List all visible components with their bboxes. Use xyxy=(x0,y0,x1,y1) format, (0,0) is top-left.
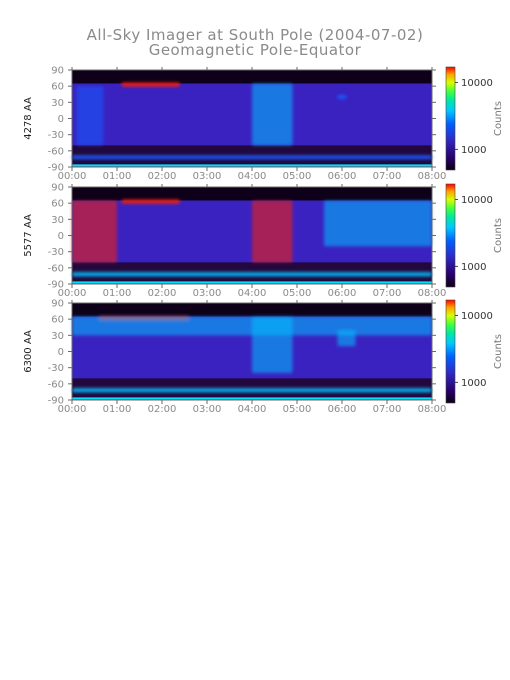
y-tick-label: -90 xyxy=(48,163,64,174)
x-tick-label: 05:00 xyxy=(283,171,312,182)
x-tick-label: 02:00 xyxy=(148,404,177,415)
colorbar-tick-label: 10000 xyxy=(461,311,493,322)
x-tick-label: 05:00 xyxy=(283,404,312,415)
colorbar-tick-label: 1000 xyxy=(461,378,486,389)
y-tick-label: -90 xyxy=(48,280,64,291)
y-tick-label: -30 xyxy=(48,247,64,258)
colorbar-tick-label: 10000 xyxy=(461,195,493,206)
x-tick-label: 07:00 xyxy=(373,288,402,299)
x-tick-label: 01:00 xyxy=(103,171,132,182)
colorbar: 10000 1000 Counts xyxy=(445,66,504,171)
panel-ylabel: 4278 AA xyxy=(23,97,34,140)
x-tick-label: 08:00 xyxy=(418,171,447,182)
feature-4 xyxy=(72,388,432,393)
y-tick-label: 0 xyxy=(58,347,64,358)
y-tick-label: 30 xyxy=(51,98,64,109)
feature-3 xyxy=(337,94,347,99)
x-tick-label: 01:00 xyxy=(103,404,132,415)
colorbar: 10000 1000 Counts xyxy=(445,183,504,288)
x-tick-label: 01:00 xyxy=(103,288,132,299)
colorbar-gradient xyxy=(445,299,456,404)
x-tick-label: 04:00 xyxy=(238,288,267,299)
colorbar-title: Counts xyxy=(493,101,504,136)
y-tick-label: 90 xyxy=(51,183,64,194)
chart-subtitle: Geomagnetic Pole-Equator xyxy=(148,41,362,59)
x-tick-label: 00:00 xyxy=(58,404,87,415)
y-tick-label: -60 xyxy=(48,146,64,157)
feature-2 xyxy=(252,200,293,263)
y-tick-label: 30 xyxy=(51,331,64,342)
feature-0 xyxy=(121,199,180,204)
x-tick-label: 03:00 xyxy=(193,171,222,182)
y-tick-label: -30 xyxy=(48,363,64,374)
y-tick-label: -90 xyxy=(48,396,64,407)
panel-ylabel: 6300 AA xyxy=(23,330,34,373)
panel-features xyxy=(72,199,432,277)
y-tick-label: 60 xyxy=(51,199,64,210)
panel-features xyxy=(72,316,432,393)
y-tick-label: -30 xyxy=(48,130,64,141)
feature-1 xyxy=(76,86,104,146)
feature-4 xyxy=(72,155,432,160)
x-tick-label: 08:00 xyxy=(418,404,447,415)
feature-3 xyxy=(337,329,356,347)
colorbar-gradient xyxy=(445,66,456,171)
colorbar-tick-label: 1000 xyxy=(461,145,486,156)
x-tick-label: 02:00 xyxy=(148,288,177,299)
feature-3 xyxy=(324,200,432,247)
y-tick-label: 60 xyxy=(51,82,64,93)
panel-ylabel: 5577 AA xyxy=(23,214,34,257)
x-tick-label: 07:00 xyxy=(373,171,402,182)
y-tick-label: 0 xyxy=(58,231,64,242)
y-tick-label: 60 xyxy=(51,315,64,326)
x-tick-label: 06:00 xyxy=(328,171,357,182)
x-tick-label: 00:00 xyxy=(58,288,87,299)
y-tick-label: -60 xyxy=(48,263,64,274)
feature-1 xyxy=(72,200,117,263)
x-tick-label: 04:00 xyxy=(238,404,267,415)
x-tick-label: 06:00 xyxy=(328,404,357,415)
feature-2 xyxy=(252,83,293,146)
x-tick-label: 07:00 xyxy=(373,404,402,415)
x-tick-label: 06:00 xyxy=(328,288,357,299)
y-tick-label: -60 xyxy=(48,379,64,390)
colorbar-title: Counts xyxy=(493,218,504,253)
panel-features xyxy=(72,82,432,160)
x-tick-label: 00:00 xyxy=(58,171,87,182)
colorbar-tick-label: 10000 xyxy=(461,78,493,89)
colorbar-gradient xyxy=(445,183,456,288)
y-tick-label: 90 xyxy=(51,66,64,77)
y-tick-label: 30 xyxy=(51,215,64,226)
y-tick-label: 0 xyxy=(58,114,64,125)
chart-title: All-Sky Imager at South Pole (2004-07-02… xyxy=(86,26,424,44)
x-tick-label: 05:00 xyxy=(283,288,312,299)
feature-4 xyxy=(72,272,432,277)
x-tick-label: 08:00 xyxy=(418,288,447,299)
x-tick-label: 02:00 xyxy=(148,171,177,182)
y-tick-label: 90 xyxy=(51,299,64,310)
feature-0 xyxy=(121,82,180,87)
x-tick-label: 03:00 xyxy=(193,404,222,415)
colorbar-tick-label: 1000 xyxy=(461,262,486,273)
colorbar-title: Counts xyxy=(493,334,504,369)
x-tick-label: 03:00 xyxy=(193,288,222,299)
x-tick-label: 04:00 xyxy=(238,171,267,182)
colorbar: 10000 1000 Counts xyxy=(445,299,504,404)
feature-2 xyxy=(252,316,293,374)
